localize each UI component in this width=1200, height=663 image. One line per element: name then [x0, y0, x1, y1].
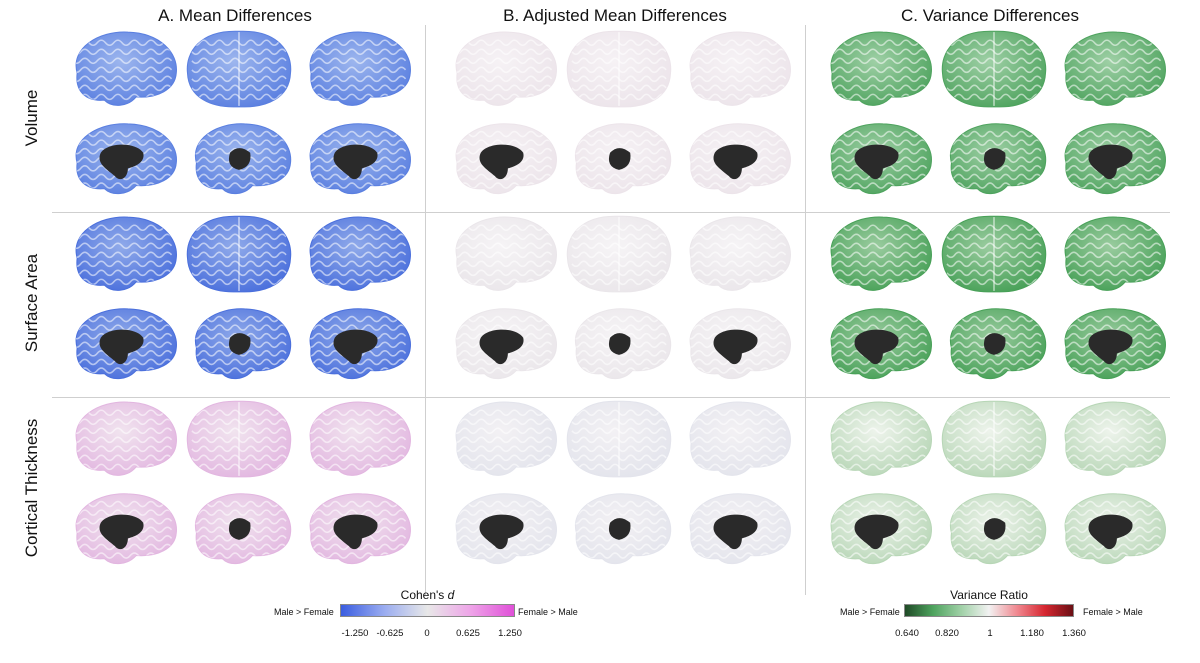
variance-tick: 0.820 [935, 628, 959, 639]
brain-ventral-B-volume [574, 123, 672, 195]
cohens-d-right-label: Female > Male [518, 607, 578, 617]
brain-lateral-left-A-cortical-thickness [75, 401, 177, 476]
brain-ventral-A-volume [194, 123, 292, 195]
brain-lateral-right-B-surface-area [689, 216, 791, 291]
column-title-a: A. Mean Differences [158, 6, 312, 25]
brain-dorsal-B-volume [566, 30, 672, 108]
brain-medial-right-A-cortical-thickness [309, 493, 411, 565]
brain-medial-left-A-surface-area [75, 308, 177, 380]
row-divider-2 [52, 397, 1170, 398]
brain-lateral-right-A-cortical-thickness [309, 401, 411, 476]
row-label-surface-area: Surface Area [22, 253, 41, 353]
brain-lateral-right-B-cortical-thickness [689, 401, 791, 476]
variance-right-label: Female > Male [1083, 607, 1143, 617]
variance-left-label: Male > Female [840, 607, 900, 617]
variance-ratio-colorbar [904, 604, 1074, 617]
brain-lateral-right-A-volume [309, 31, 411, 106]
brain-lateral-right-A-surface-area [309, 216, 411, 291]
brain-dorsal-A-surface-area [186, 215, 292, 293]
brain-medial-right-C-cortical-thickness [1064, 493, 1166, 565]
brain-ventral-C-surface-area [949, 308, 1047, 380]
brain-lateral-left-A-surface-area [75, 216, 177, 291]
brain-medial-left-C-surface-area [830, 308, 932, 380]
column-divider-1 [425, 25, 426, 595]
brain-lateral-left-B-cortical-thickness [455, 401, 557, 476]
brain-lateral-right-C-surface-area [1064, 216, 1166, 291]
brain-medial-right-C-surface-area [1064, 308, 1166, 380]
cohens-d-left-label: Male > Female [274, 607, 334, 617]
brain-ventral-B-surface-area [574, 308, 672, 380]
brain-dorsal-C-surface-area [941, 215, 1047, 293]
column-title-c: C. Variance Differences [901, 6, 1079, 25]
brain-medial-left-B-surface-area [455, 308, 557, 380]
variance-tick: 1 [987, 628, 993, 639]
cohens-d-tick: 0 [424, 628, 430, 639]
brain-dorsal-C-volume [941, 30, 1047, 108]
brain-lateral-left-A-volume [75, 31, 177, 106]
brain-medial-right-A-surface-area [309, 308, 411, 380]
cohens-d-tick: 1.250 [498, 628, 522, 639]
brain-ventral-C-cortical-thickness [949, 493, 1047, 565]
brain-medial-left-C-volume [830, 123, 932, 195]
brain-ventral-A-cortical-thickness [194, 493, 292, 565]
brain-medial-left-A-volume [75, 123, 177, 195]
row-label-volume: Volume [22, 89, 41, 147]
column-title-b: B. Adjusted Mean Differences [503, 6, 727, 25]
cohens-d-tick: -0.625 [376, 628, 404, 639]
brain-lateral-left-C-cortical-thickness [830, 401, 932, 476]
cohens-d-colorbar [340, 604, 515, 617]
variance-tick: 0.640 [895, 628, 919, 639]
brain-dorsal-C-cortical-thickness [941, 400, 1047, 478]
brain-lateral-right-C-cortical-thickness [1064, 401, 1166, 476]
column-divider-2 [805, 25, 806, 595]
row-divider-1 [52, 212, 1170, 213]
brain-dorsal-B-surface-area [566, 215, 672, 293]
brain-dorsal-A-cortical-thickness [186, 400, 292, 478]
brain-medial-right-B-surface-area [689, 308, 791, 380]
brain-medial-left-B-cortical-thickness [455, 493, 557, 565]
row-label-cortical-thickness: Cortical Thickness [22, 418, 41, 558]
brain-medial-right-B-cortical-thickness [689, 493, 791, 565]
brain-dorsal-B-cortical-thickness [566, 400, 672, 478]
brain-lateral-left-C-surface-area [830, 216, 932, 291]
brain-lateral-right-B-volume [689, 31, 791, 106]
cohens-d-tick: -1.250 [341, 628, 369, 639]
brain-medial-right-B-volume [689, 123, 791, 195]
variance-ratio-legend-title: Variance Ratio [950, 588, 1028, 602]
brain-lateral-left-B-surface-area [455, 216, 557, 291]
brain-lateral-left-B-volume [455, 31, 557, 106]
brain-medial-left-C-cortical-thickness [830, 493, 932, 565]
brain-medial-left-A-cortical-thickness [75, 493, 177, 565]
brain-medial-right-A-volume [309, 123, 411, 195]
brain-ventral-B-cortical-thickness [574, 493, 672, 565]
brain-medial-left-B-volume [455, 123, 557, 195]
brain-ventral-A-surface-area [194, 308, 292, 380]
brain-lateral-right-C-volume [1064, 31, 1166, 106]
cohens-d-tick: 0.625 [456, 628, 480, 639]
variance-tick: 1.180 [1020, 628, 1044, 639]
brain-dorsal-A-volume [186, 30, 292, 108]
brain-ventral-C-volume [949, 123, 1047, 195]
variance-tick: 1.360 [1062, 628, 1086, 639]
brain-medial-right-C-volume [1064, 123, 1166, 195]
brain-lateral-left-C-volume [830, 31, 932, 106]
cohens-d-legend-title: Cohen's d [400, 588, 455, 602]
